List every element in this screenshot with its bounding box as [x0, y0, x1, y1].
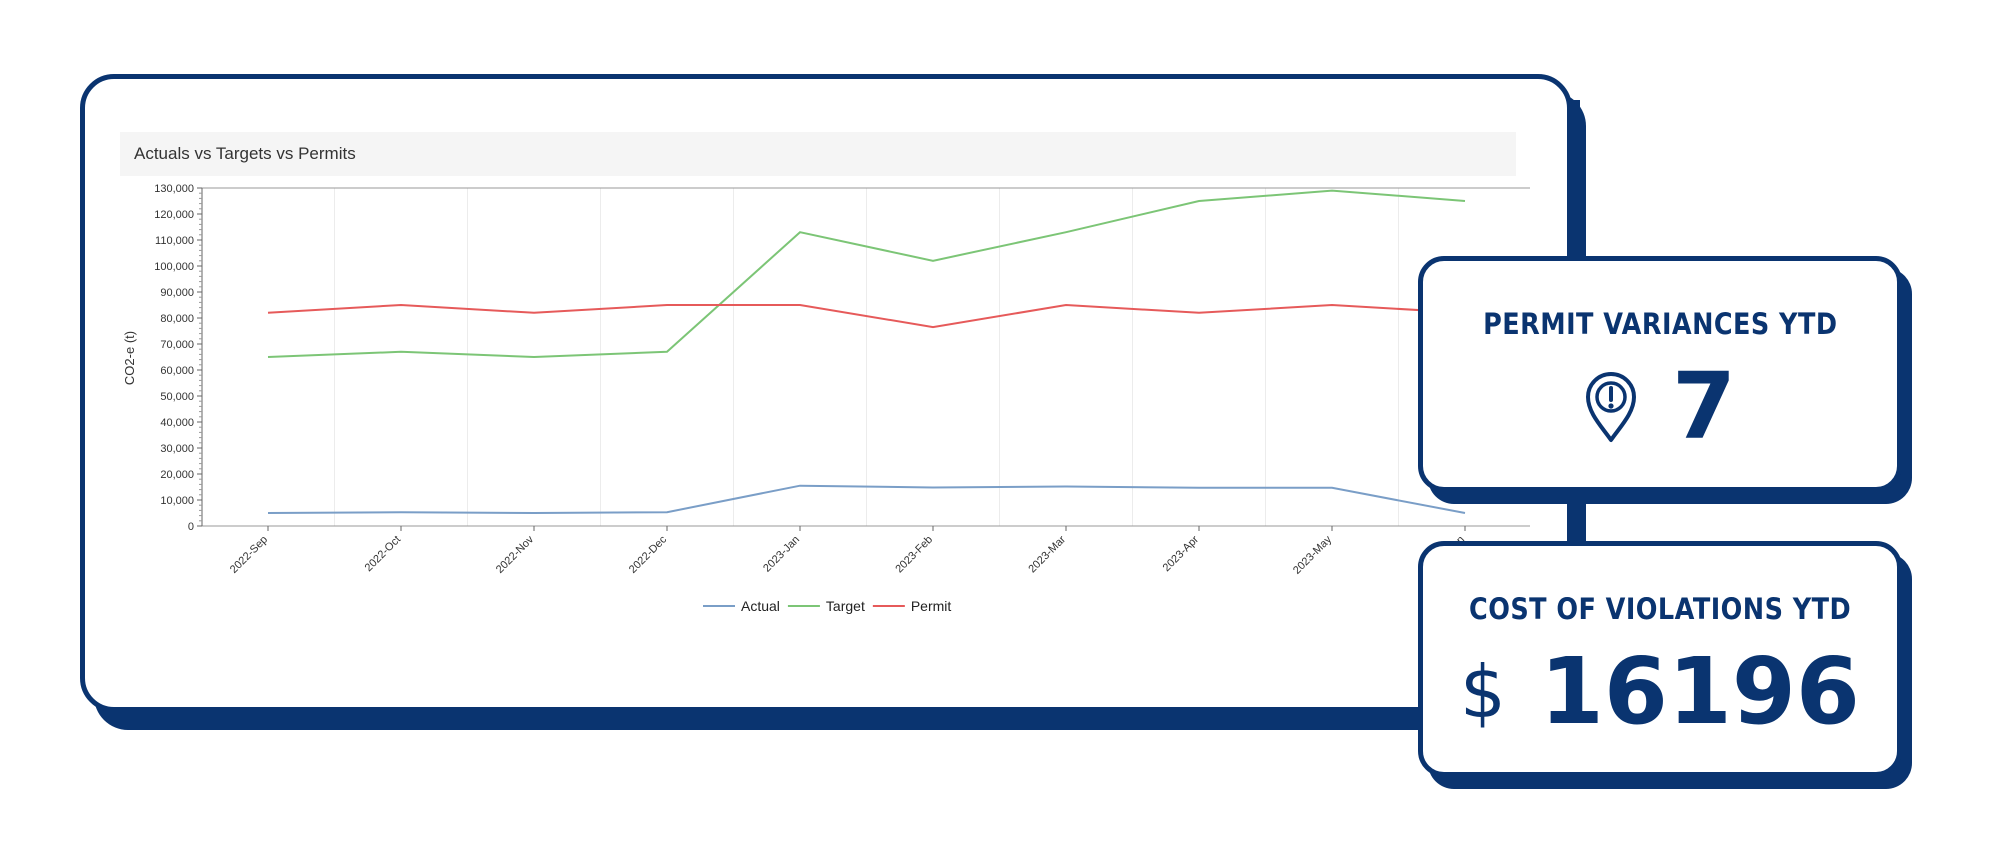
y-tick-label: 10,000	[160, 495, 194, 507]
x-tick-label: 2023-Mar	[1026, 533, 1068, 575]
x-tick-label: 2023-May	[1291, 533, 1334, 576]
y-tick-label: 100,000	[154, 261, 194, 273]
y-tick-label: 80,000	[160, 313, 194, 325]
x-tick-label: 2023-Apr	[1161, 533, 1202, 574]
series-line-target	[267, 189, 1466, 359]
cost-of-violations-card: COST OF VIOLATIONS YTD $ 16196	[1418, 541, 1902, 777]
y-axis: 0 10,000 20,000 30,000 40,000 50,000 60,000 70,…	[154, 183, 203, 533]
grid-layer	[334, 188, 1399, 526]
x-axis: 2022-Sep 2022-Oct 2022-Nov 2022-Dec 2023-Jan…	[228, 526, 1467, 577]
legend-label-permit: Permit	[911, 598, 952, 614]
y-tick-label: 60,000	[160, 365, 194, 377]
kpi-title: COST OF VIOLATIONS YTD	[1468, 592, 1852, 626]
kpi-title: PERMIT VARIANCES YTD	[1482, 307, 1838, 341]
y-tick-label: 120,000	[154, 209, 194, 221]
x-tick-label: 2022-Nov	[494, 533, 537, 576]
y-tick-label: 40,000	[160, 417, 194, 429]
line-chart: 0 10,000 20,000 30,000 40,000 50,000 60,000 70,…	[122, 183, 1530, 614]
permit-variances-card: PERMIT VARIANCES YTD 7	[1418, 256, 1902, 492]
x-tick-label: 2022-Sep	[228, 534, 270, 576]
chart-title: Actuals vs Targets vs Permits	[120, 132, 1516, 176]
legend: Actual Target Permit	[703, 598, 951, 614]
y-tick-label: 90,000	[160, 287, 194, 299]
dollar-sign-icon: $	[1460, 650, 1506, 734]
y-tick-label: 30,000	[160, 443, 194, 455]
series-line-actual	[267, 484, 1466, 515]
y-tick-label: 110,000	[155, 235, 194, 247]
y-axis-label: CO2-e (t)	[122, 331, 137, 385]
legend-label-target: Target	[826, 598, 865, 614]
legend-label-actual: Actual	[741, 598, 780, 614]
map-pin-alert-icon	[1585, 372, 1636, 442]
x-tick-label: 2022-Dec	[627, 533, 670, 576]
y-tick-label: 130,000	[154, 183, 194, 195]
x-tick-label: 2023-Jan	[761, 534, 802, 575]
x-tick-label: 2022-Oct	[363, 534, 403, 574]
y-tick-label: 20,000	[160, 469, 194, 481]
permit-variances-value: 7	[1671, 353, 1736, 460]
y-tick-label: 50,000	[160, 391, 194, 403]
series-line-permit	[267, 303, 1466, 329]
x-tick-label: 2023-Feb	[893, 534, 935, 576]
y-tick-label: 0	[188, 521, 194, 533]
y-tick-label: 70,000	[160, 339, 194, 351]
series-layer	[267, 189, 1466, 515]
chart-card	[80, 74, 1572, 712]
cost-of-violations-value: 16196	[1539, 638, 1860, 745]
